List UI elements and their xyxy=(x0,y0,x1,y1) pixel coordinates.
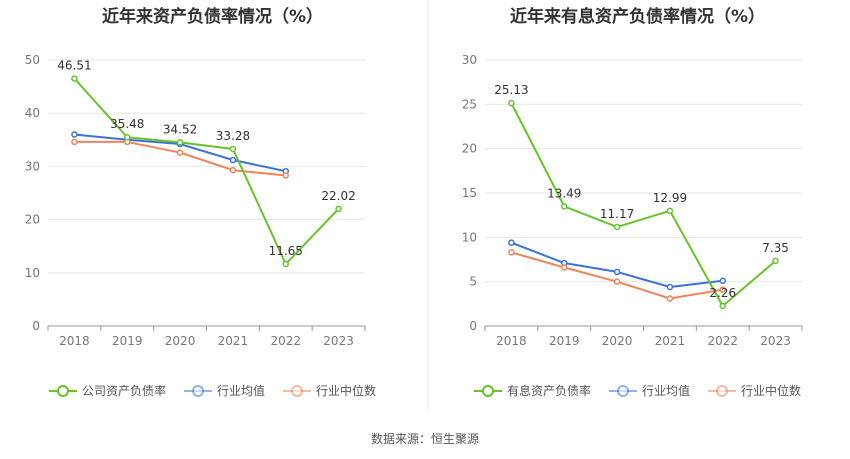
data-point[interactable] xyxy=(229,156,237,164)
data-point[interactable] xyxy=(71,75,78,82)
y-tick-label: 0 xyxy=(469,319,477,333)
y-tick-label: 30 xyxy=(25,159,40,173)
data-point[interactable] xyxy=(176,139,184,146)
y-tick-label: 10 xyxy=(25,266,40,280)
data-label: 12.99 xyxy=(653,191,687,205)
chart-title: 近年来有息资产负债率情况（%） xyxy=(509,7,766,27)
data-point[interactable] xyxy=(71,138,78,146)
legend-label: 行业均值 xyxy=(641,384,690,398)
y-tick-label: 50 xyxy=(25,53,40,67)
data-label: 7.35 xyxy=(762,241,789,255)
data-label: 11.65 xyxy=(269,244,303,258)
legend-label: 行业中位数 xyxy=(741,384,802,398)
x-tick-label: 2021 xyxy=(218,334,249,348)
data-point[interactable] xyxy=(719,302,726,310)
data-point[interactable] xyxy=(508,99,515,107)
data-point[interactable] xyxy=(561,203,568,210)
data-label: 35.48 xyxy=(110,117,144,131)
x-tick-label: 2019 xyxy=(112,334,143,348)
x-tick-label: 2021 xyxy=(655,334,686,348)
debt-ratio-chart: 0 10 20 30 40 50 2018 2019 2020 2021 2022 2023 46.51… xyxy=(25,53,366,348)
data-label: 13.49 xyxy=(547,186,581,200)
data-label: 34.52 xyxy=(163,122,197,136)
legend-marker-icon xyxy=(183,384,212,398)
data-point[interactable] xyxy=(772,257,779,265)
x-tick-label: 2019 xyxy=(549,334,580,348)
series-line xyxy=(510,102,777,307)
legend-marker-icon xyxy=(473,384,502,398)
x-tick-label: 2020 xyxy=(165,334,196,348)
legend-label: 行业中位数 xyxy=(316,384,377,398)
legend-item[interactable]: 行业均值 xyxy=(183,382,265,399)
legend-marker-icon xyxy=(708,384,736,398)
data-point[interactable] xyxy=(666,283,674,291)
data-point[interactable] xyxy=(508,249,515,256)
data-point[interactable] xyxy=(176,149,184,156)
x-tick-label: 2022 xyxy=(270,334,301,348)
y-tick-label: 20 xyxy=(25,213,40,227)
legend: 公司资产负债率 行业均值 行业中位数 xyxy=(0,382,425,399)
legend-item[interactable]: 公司资产负债率 xyxy=(48,382,166,399)
legend: 有息资产负债率 行业均值 行业中位数 xyxy=(425,382,850,399)
y-tick-label: 5 xyxy=(469,275,477,289)
data-point[interactable] xyxy=(666,207,674,215)
y-tick-label: 30 xyxy=(462,53,477,67)
left-chart-panel: 近年来资产负债率情况（%） 0 10 20 30 40 50 2018 2019 2020 202… xyxy=(0,0,425,420)
y-tick-label: 25 xyxy=(462,97,477,111)
data-point[interactable] xyxy=(613,278,621,285)
data-point[interactable] xyxy=(613,223,621,231)
data-source-note: 数据来源：恒生聚源 xyxy=(370,432,479,446)
series-line xyxy=(73,77,340,266)
legend-item[interactable]: 有息资产负债率 xyxy=(473,382,591,399)
data-point[interactable] xyxy=(719,286,726,293)
legend-item[interactable]: 行业中位数 xyxy=(708,382,801,399)
y-tick-label: 15 xyxy=(462,186,477,200)
y-tick-label: 20 xyxy=(462,142,477,156)
interest-debt-ratio-chart: 0 5 10 15 20 25 30 2018 2019 2020 2021 2022 2023 25.1… xyxy=(462,53,803,348)
data-point[interactable] xyxy=(613,268,621,276)
data-point[interactable] xyxy=(282,172,289,179)
x-tick-label: 2023 xyxy=(323,334,354,348)
data-label: 22.02 xyxy=(321,189,355,203)
data-point[interactable] xyxy=(508,239,515,246)
legend-marker-icon xyxy=(283,384,311,398)
legend-label: 行业均值 xyxy=(216,384,265,398)
data-label: 2.26 xyxy=(709,286,736,300)
y-tick-label: 40 xyxy=(25,106,40,120)
x-tick-label: 2020 xyxy=(602,334,633,348)
data-point[interactable] xyxy=(719,277,726,285)
legend-marker-icon xyxy=(48,384,77,398)
data-point[interactable] xyxy=(229,166,237,174)
x-tick-label: 2018 xyxy=(59,334,90,348)
legend-item[interactable]: 行业中位数 xyxy=(283,382,376,399)
data-label: 46.51 xyxy=(57,59,91,73)
data-label: 33.28 xyxy=(216,129,250,143)
data-point[interactable] xyxy=(561,264,568,271)
divider xyxy=(427,0,428,410)
data-point[interactable] xyxy=(71,131,78,138)
data-point[interactable] xyxy=(666,295,674,302)
legend-marker-icon xyxy=(608,384,637,398)
data-label: 11.17 xyxy=(600,207,634,221)
data-point[interactable] xyxy=(335,205,342,213)
data-point[interactable] xyxy=(229,145,237,153)
x-tick-label: 2023 xyxy=(760,334,791,348)
legend-label: 有息资产负债率 xyxy=(506,384,591,398)
right-chart-panel: 近年来有息资产负债率情况（%） 0 5 10 15 20 25 30 2018 2019 2020… xyxy=(425,0,850,420)
legend-label: 公司资产负债率 xyxy=(81,384,166,398)
chart-title: 近年来资产负债率情况（%） xyxy=(101,7,324,27)
x-tick-label: 2018 xyxy=(496,334,527,348)
legend-item[interactable]: 行业均值 xyxy=(608,382,690,399)
series-line xyxy=(511,251,723,300)
data-label: 25.13 xyxy=(494,83,528,97)
y-tick-label: 10 xyxy=(462,230,477,244)
y-tick-label: 0 xyxy=(32,319,40,333)
data-point[interactable] xyxy=(124,133,131,141)
data-point[interactable] xyxy=(282,260,289,268)
x-tick-label: 2022 xyxy=(707,334,738,348)
